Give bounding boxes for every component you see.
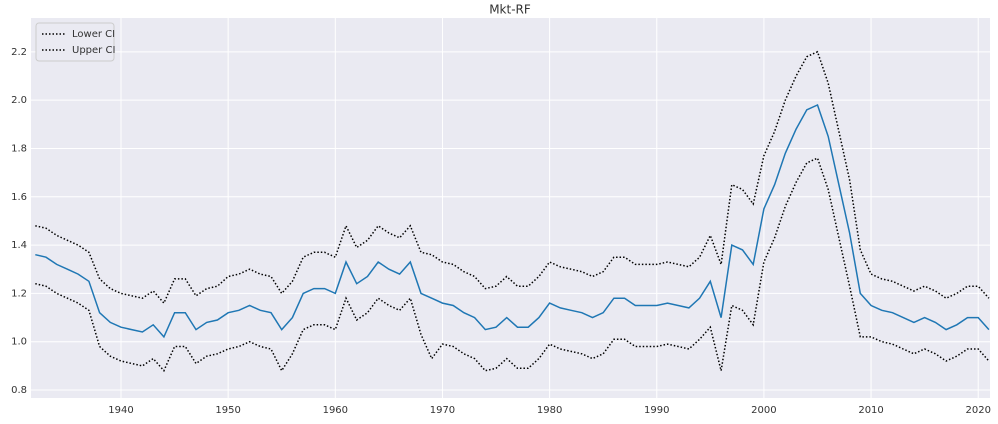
legend-label: Upper CI: [72, 45, 115, 56]
series-line: [35, 50, 990, 305]
y-tick-label: 2.0: [11, 95, 27, 106]
series-line: [35, 103, 990, 339]
legend-box: [35, 22, 115, 62]
legend-label: Lower CI: [72, 29, 115, 40]
y-tick-label: 2.2: [11, 47, 27, 58]
x-tick-label: 1990: [644, 405, 669, 416]
x-tick-label: 1950: [215, 405, 240, 416]
y-tick-label: 1.0: [11, 337, 27, 348]
chart-title: Mkt-RF: [489, 3, 531, 17]
series-line: [35, 157, 990, 373]
x-tick-label: 2010: [858, 405, 883, 416]
y-tick-label: 1.2: [11, 288, 27, 299]
x-tick-label: 1940: [108, 405, 133, 416]
x-tick-label: 2020: [965, 405, 990, 416]
y-tick-label: 0.8: [11, 385, 27, 396]
y-tick-label: 1.4: [11, 240, 27, 251]
x-tick-label: 2000: [751, 405, 776, 416]
y-tick-label: 1.6: [11, 192, 27, 203]
plot-area: [31, 18, 990, 398]
y-tick-label: 1.8: [11, 143, 27, 154]
x-tick-label: 1980: [537, 405, 562, 416]
x-tick-label: 1970: [430, 405, 455, 416]
x-tick-label: 1960: [323, 405, 348, 416]
